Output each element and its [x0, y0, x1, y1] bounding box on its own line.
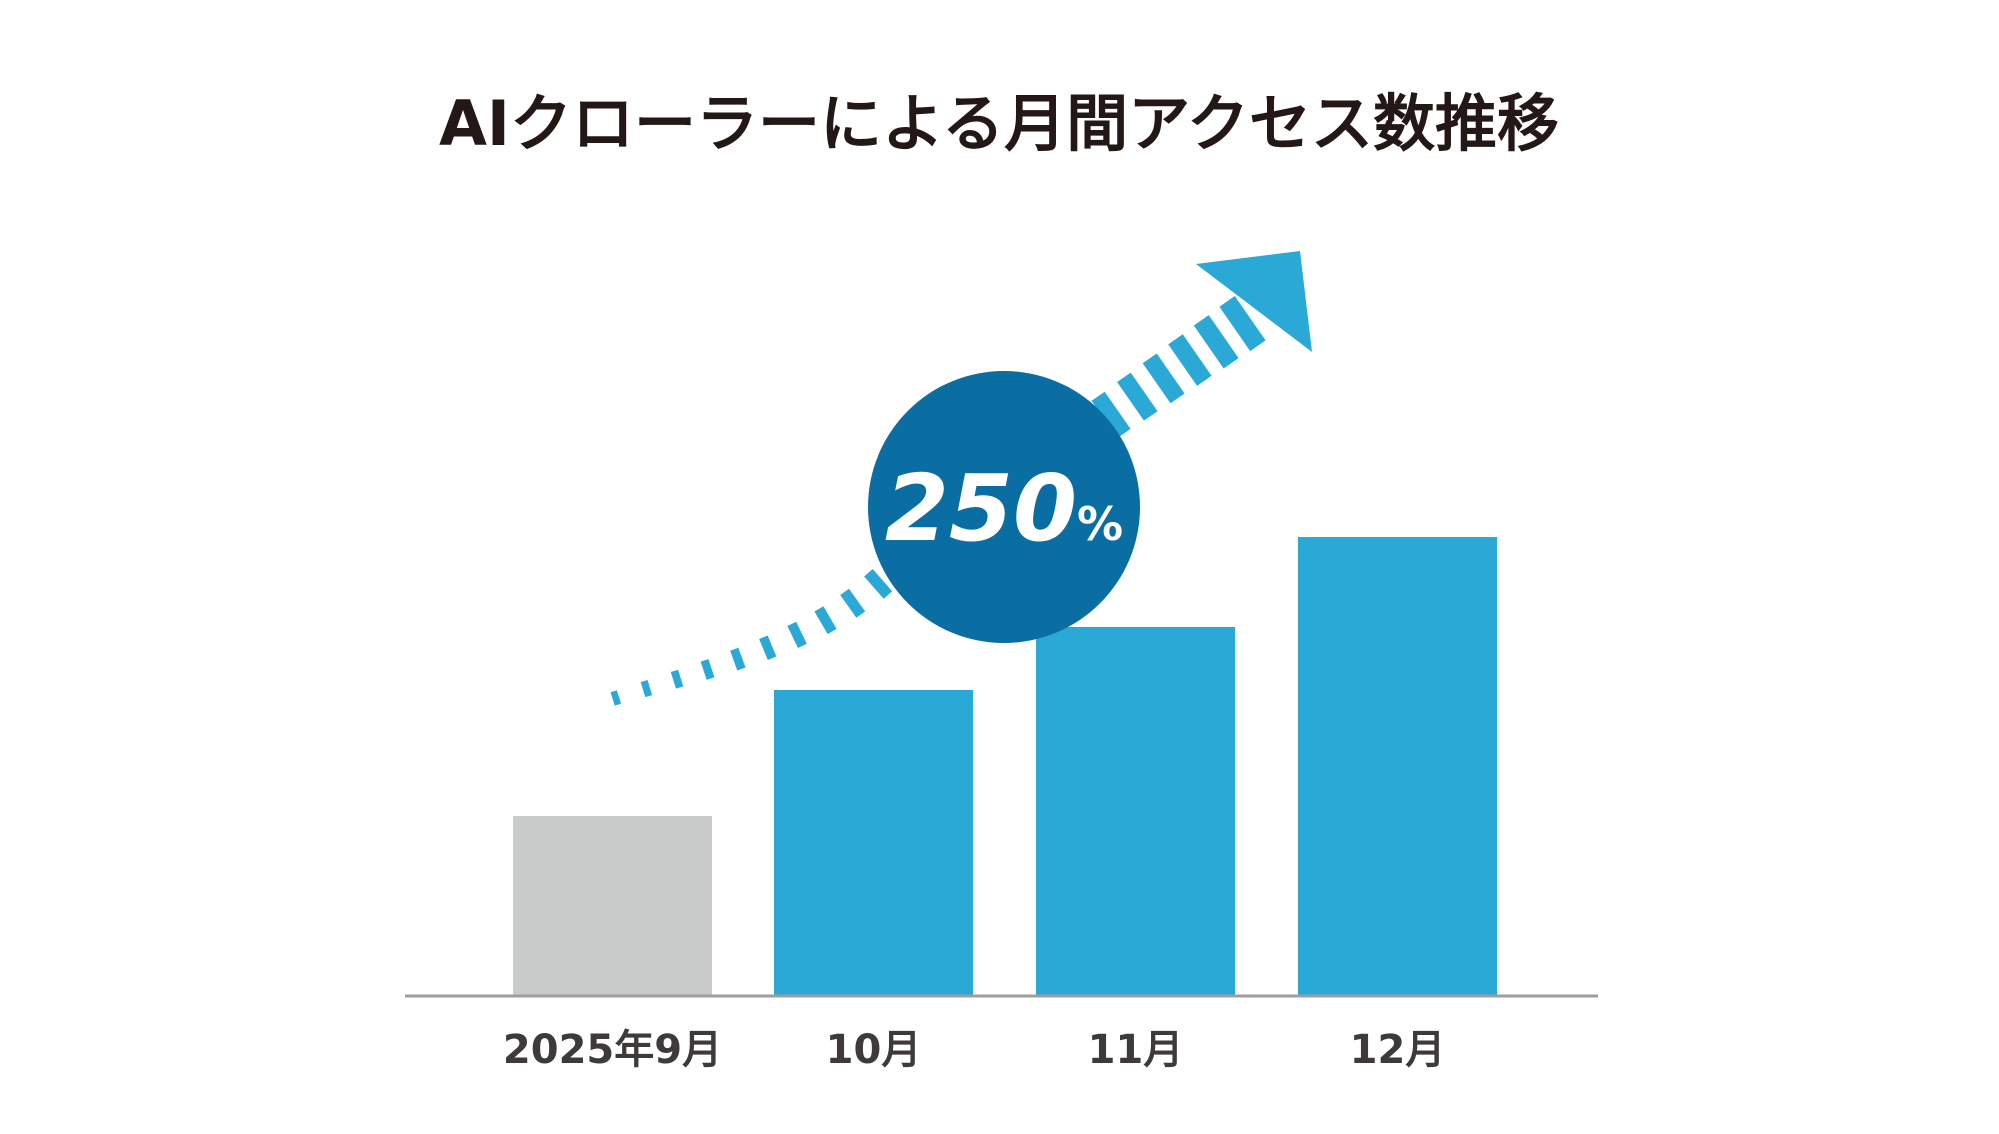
- arrow-stripe: [730, 647, 746, 671]
- arrow-stripe: [1091, 391, 1131, 439]
- x-tick-label-4: 12月: [1350, 1027, 1446, 1073]
- bar-2: [774, 690, 973, 996]
- arrow-stripe: [640, 680, 653, 698]
- arrow-stripe: [1168, 334, 1212, 386]
- arrow-stripe: [814, 606, 837, 635]
- bar-3: [1036, 627, 1235, 996]
- chart-title: AIクローラーによる月間アクセス数推移: [439, 87, 1559, 160]
- arrow-stripe: [1117, 372, 1158, 421]
- arrow-stripe: [840, 588, 866, 618]
- arrow-stripe: [864, 568, 893, 599]
- x-tick-label-2: 10月: [826, 1027, 922, 1073]
- arrow-stripe: [670, 669, 684, 689]
- arrow-stripe: [1219, 296, 1266, 352]
- arrow-head: [1196, 251, 1312, 352]
- growth-badge-value: 250: [885, 455, 1077, 562]
- arrow-stripe: [787, 621, 807, 648]
- arrow-stripe: [1193, 315, 1239, 369]
- bar-1: [513, 816, 712, 996]
- arrow-stripe: [759, 635, 777, 660]
- arrow-stripe: [610, 690, 622, 706]
- bars-group: [513, 537, 1497, 996]
- growth-badge-unit: %: [1077, 497, 1123, 551]
- x-tick-label-1: 2025年9月: [503, 1027, 722, 1073]
- growth-badge-label: 250%: [885, 455, 1123, 562]
- x-tick-labels: 2025年9月 10月 11月 12月: [503, 1027, 1445, 1073]
- arrow-stripe: [700, 659, 715, 680]
- bar-4: [1298, 537, 1497, 996]
- arrow-stripe: [1142, 353, 1185, 404]
- x-tick-label-3: 11月: [1088, 1027, 1184, 1073]
- growth-badge: 250%: [868, 371, 1140, 643]
- growth-badge-circle: [868, 371, 1140, 643]
